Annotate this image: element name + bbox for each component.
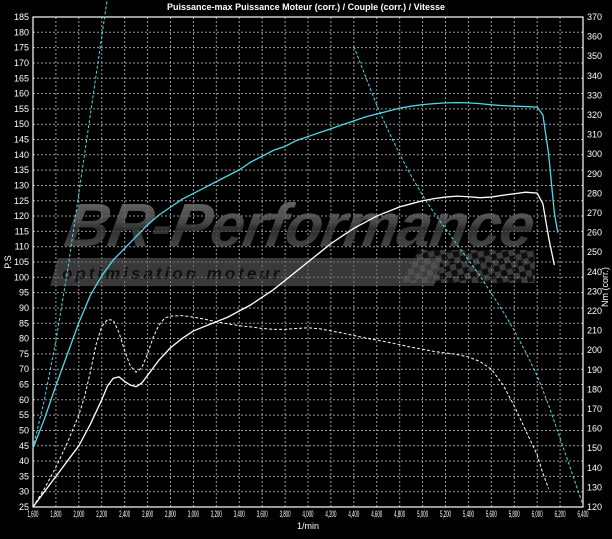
- svg-text:3,000: 3,000: [188, 509, 199, 519]
- svg-text:150: 150: [14, 119, 29, 129]
- svg-text:35: 35: [19, 471, 29, 481]
- svg-text:2,800: 2,800: [165, 509, 176, 519]
- svg-text:130: 130: [14, 180, 29, 190]
- svg-text:BR-Performance: BR-Performance: [60, 191, 539, 259]
- svg-text:4,600: 4,600: [371, 509, 382, 519]
- svg-text:360: 360: [587, 32, 602, 42]
- svg-text:260: 260: [587, 228, 602, 238]
- svg-text:155: 155: [14, 104, 29, 114]
- svg-text:5,800: 5,800: [509, 509, 520, 519]
- svg-text:90: 90: [19, 303, 29, 313]
- svg-text:280: 280: [587, 188, 602, 198]
- svg-text:4,400: 4,400: [348, 509, 359, 519]
- svg-text:160: 160: [587, 424, 602, 434]
- svg-text:25: 25: [19, 502, 29, 512]
- svg-text:370: 370: [587, 12, 602, 22]
- svg-text:6,000: 6,000: [532, 509, 543, 519]
- svg-text:50: 50: [19, 425, 29, 435]
- svg-text:170: 170: [14, 58, 29, 68]
- svg-text:75: 75: [19, 349, 29, 359]
- svg-text:140: 140: [587, 463, 602, 473]
- svg-text:210: 210: [587, 326, 602, 336]
- svg-text:2,000: 2,000: [73, 509, 84, 519]
- svg-text:175: 175: [14, 43, 29, 53]
- svg-text:105: 105: [14, 257, 29, 267]
- svg-text:300: 300: [587, 149, 602, 159]
- svg-text:125: 125: [14, 196, 29, 206]
- svg-text:120: 120: [14, 211, 29, 221]
- svg-text:165: 165: [14, 73, 29, 83]
- svg-text:6,200: 6,200: [555, 509, 566, 519]
- svg-text:2,200: 2,200: [96, 509, 107, 519]
- svg-text:3,400: 3,400: [234, 509, 245, 519]
- svg-text:3,800: 3,800: [280, 509, 291, 519]
- svg-text:190: 190: [587, 365, 602, 375]
- svg-text:Puissance-max Puissance Moteur: Puissance-max Puissance Moteur (corr.) /…: [167, 2, 445, 12]
- svg-text:350: 350: [587, 51, 602, 61]
- svg-text:5,400: 5,400: [463, 509, 474, 519]
- svg-text:115: 115: [15, 226, 29, 236]
- svg-text:160: 160: [14, 89, 29, 99]
- svg-text:185: 185: [14, 12, 29, 22]
- svg-text:85: 85: [19, 318, 29, 328]
- svg-text:95: 95: [19, 288, 29, 298]
- svg-text:3,600: 3,600: [257, 509, 268, 519]
- svg-text:55: 55: [19, 410, 29, 420]
- svg-text:65: 65: [19, 380, 29, 390]
- svg-text:60: 60: [19, 395, 29, 405]
- svg-text:Nm (corr.): Nm (corr.): [600, 267, 610, 307]
- svg-text:150: 150: [587, 443, 602, 453]
- svg-text:310: 310: [587, 130, 602, 140]
- svg-text:140: 140: [14, 150, 29, 160]
- svg-text:145: 145: [14, 135, 29, 145]
- svg-text:1,600: 1,600: [28, 509, 39, 519]
- svg-text:200: 200: [587, 345, 602, 355]
- svg-text:1,800: 1,800: [50, 509, 61, 519]
- svg-text:290: 290: [587, 169, 602, 179]
- svg-text:180: 180: [587, 384, 602, 394]
- svg-text:120: 120: [587, 502, 602, 512]
- svg-text:optimisation moteur: optimisation moteur: [62, 264, 282, 283]
- svg-text:5,000: 5,000: [417, 509, 428, 519]
- svg-text:330: 330: [587, 90, 602, 100]
- svg-text:P.S: P.S: [3, 255, 13, 268]
- svg-text:170: 170: [587, 404, 602, 414]
- svg-text:2,400: 2,400: [119, 509, 130, 519]
- svg-text:2,600: 2,600: [142, 509, 153, 519]
- svg-text:5,600: 5,600: [486, 509, 497, 519]
- svg-text:270: 270: [587, 208, 602, 218]
- svg-text:4,800: 4,800: [394, 509, 405, 519]
- svg-text:30: 30: [19, 487, 29, 497]
- svg-text:1/min: 1/min: [297, 521, 319, 531]
- svg-text:70: 70: [19, 364, 29, 374]
- svg-text:180: 180: [14, 27, 29, 37]
- svg-text:5,200: 5,200: [440, 509, 451, 519]
- svg-text:135: 135: [14, 165, 29, 175]
- svg-text:110: 110: [15, 242, 29, 252]
- svg-text:4,200: 4,200: [325, 509, 336, 519]
- svg-text:340: 340: [587, 71, 602, 81]
- svg-text:250: 250: [587, 247, 602, 257]
- svg-text:40: 40: [19, 456, 29, 466]
- svg-text:100: 100: [14, 272, 29, 282]
- svg-text:320: 320: [587, 110, 602, 120]
- svg-text:4,000: 4,000: [303, 509, 314, 519]
- svg-text:80: 80: [19, 334, 29, 344]
- svg-text:45: 45: [19, 441, 29, 451]
- svg-text:130: 130: [587, 482, 602, 492]
- svg-text:3,200: 3,200: [211, 509, 222, 519]
